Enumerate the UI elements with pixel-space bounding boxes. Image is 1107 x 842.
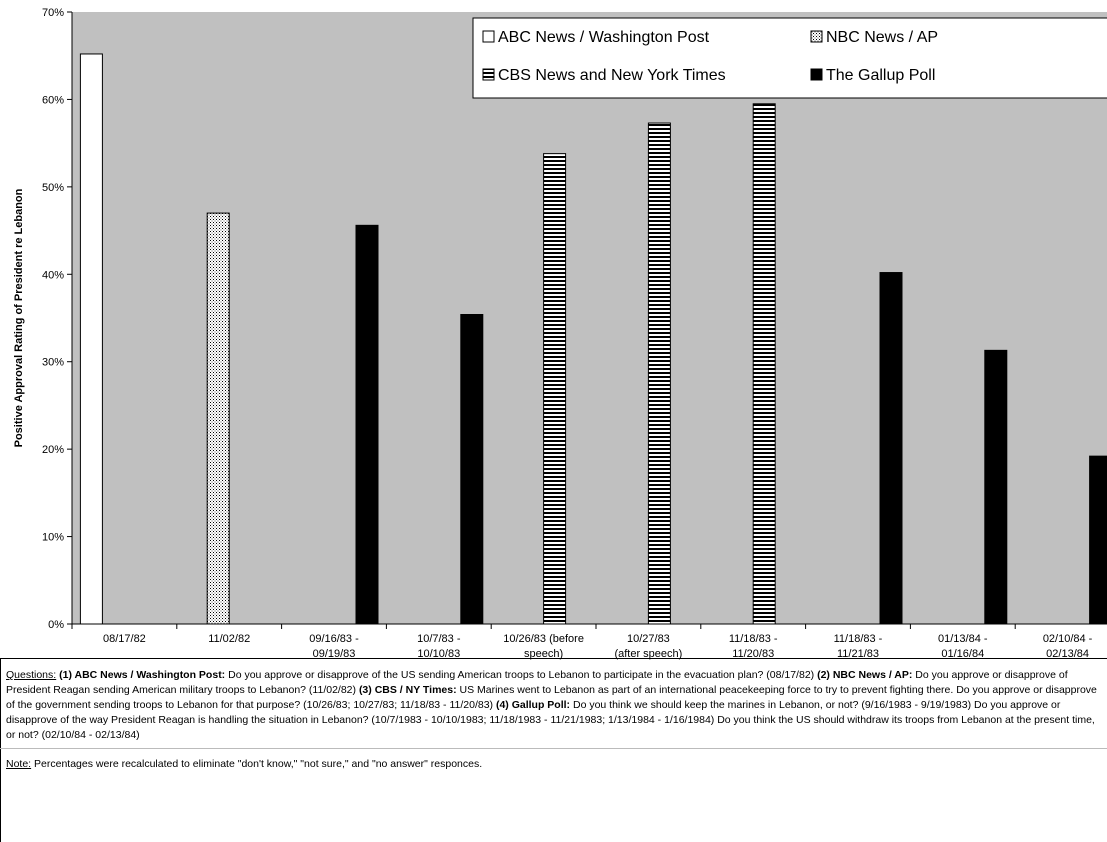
y-axis: 0% 10% 20% 30% 40% 50% 60% 70% xyxy=(42,7,73,631)
legend-swatch xyxy=(482,68,495,81)
bar xyxy=(1089,455,1107,625)
x-tick-label: 10/27/83 (after speech) xyxy=(614,633,682,660)
legend-box xyxy=(472,17,1107,99)
y-tick-label: 30% xyxy=(42,357,64,369)
question-1-text: Do you approve or disapprove of the US s… xyxy=(225,669,818,681)
x-tick-label: 08/17/82 xyxy=(103,633,146,645)
bar xyxy=(984,349,1008,625)
bar xyxy=(206,212,230,625)
bar xyxy=(647,122,671,625)
y-tick-label: 50% xyxy=(42,182,64,194)
legend-swatch xyxy=(482,30,495,43)
x-tick-label: 09/16/83 -09/19/83 xyxy=(309,633,359,660)
bar xyxy=(79,53,103,625)
question-2-label: (2) NBC News / AP: xyxy=(817,669,913,681)
divider xyxy=(0,748,1107,749)
bar xyxy=(879,272,903,625)
y-tick-label: 0% xyxy=(48,619,64,631)
note-heading: Note: xyxy=(6,758,32,770)
divider xyxy=(0,658,1,842)
questions-heading: Questions: xyxy=(6,669,57,681)
legend: ABC News / Washington Post NBC News / AP C… xyxy=(472,17,1107,99)
bar xyxy=(752,103,776,625)
question-3-text: US Marines went to Lebanon as part of an… xyxy=(6,684,1097,711)
x-tick-label: 11/18/83 -11/20/83 xyxy=(729,633,778,660)
bar-group xyxy=(79,53,1107,625)
divider xyxy=(0,658,1107,659)
question-1-label: (1) ABC News / Washington Post: xyxy=(59,669,226,681)
legend-label: NBC News / AP xyxy=(826,29,938,46)
y-axis-label: Positive Approval Rating of President re… xyxy=(13,188,25,447)
note-text: Percentages were recalculated to elimina… xyxy=(31,758,483,770)
questions-block: Questions: (1) ABC News / Washington Pos… xyxy=(6,668,1105,772)
x-tick-label: 11/18/83 -11/21/83 xyxy=(834,633,883,660)
x-tick-label: 01/13/84 -01/16/84 xyxy=(938,633,988,660)
question-2-text: Do you approve or disapprove of Presiden… xyxy=(6,669,1068,696)
y-tick-label: 70% xyxy=(42,7,64,19)
y-tick-label: 60% xyxy=(42,94,64,106)
x-tick-label: 02/10/84 -02/13/84 xyxy=(1043,633,1093,660)
question-3-label: (3) CBS / NY Times: xyxy=(358,684,457,696)
legend-label: The Gallup Poll xyxy=(826,67,935,84)
x-axis: 08/17/82 11/02/82 09/16/83 -09/19/83 10/7/8… xyxy=(71,623,1107,660)
bar xyxy=(543,153,567,625)
x-tick-label: 10/7/83 -10/10/83 xyxy=(417,633,461,660)
legend-label: ABC News / Washington Post xyxy=(498,29,710,46)
approval-chart: 0% 10% 20% 30% 40% 50% 60% 70% 08/17/82 11/02/82… xyxy=(13,7,1107,660)
questions-paragraph: Questions: (1) ABC News / Washington Pos… xyxy=(6,668,1105,743)
x-tick-label: 11/02/82 xyxy=(208,633,250,645)
legend-swatch xyxy=(810,68,823,81)
legend-swatch xyxy=(810,30,823,43)
bar xyxy=(355,224,379,625)
y-tick-label: 40% xyxy=(42,269,64,281)
y-tick-label: 10% xyxy=(42,532,64,544)
legend-label: CBS News and New York Times xyxy=(498,67,726,84)
bar xyxy=(460,314,484,625)
x-tick-label: 10/26/83 (before speech) xyxy=(503,633,584,660)
note-paragraph: Note: Percentages were recalculated to e… xyxy=(6,757,1105,772)
question-4-label: (4) Gallup Poll: xyxy=(495,699,571,711)
plot-area xyxy=(72,12,1107,624)
y-tick-label: 20% xyxy=(42,444,64,456)
question-4-text: Do you think we should keep the marines … xyxy=(6,699,1095,741)
